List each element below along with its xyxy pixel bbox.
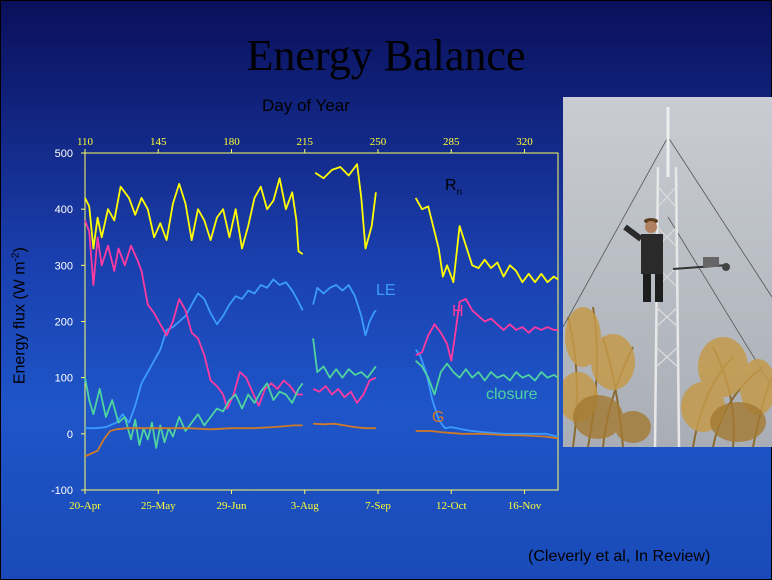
x-tick-label-bottom: 29-Jun (217, 500, 247, 512)
tower-photo (563, 97, 772, 447)
series-label-h: H (452, 303, 464, 320)
series-line-closure (415, 360, 559, 396)
series-label-subscript: n (457, 187, 463, 198)
series-line-closure (312, 338, 377, 379)
plot-frame (84, 152, 559, 491)
slide-title: Energy Balance (246, 31, 526, 80)
y-tick-label: 500 (55, 148, 73, 160)
x-tick-label-bottom: 7-Sep (365, 500, 391, 512)
series-label-closure: closure (486, 386, 538, 403)
y-tick-label: 400 (55, 204, 73, 216)
series-label-g: G (432, 409, 444, 426)
series-line-r (414, 197, 559, 284)
x-tick-label-bottom: 16-Nov (508, 500, 542, 512)
top-axis-label: Day of Year (262, 96, 350, 115)
series-label-le: LE (376, 282, 396, 299)
series-line-g (313, 422, 376, 430)
series-line-closure (84, 377, 304, 449)
x-tick-label-top: 110 (77, 136, 94, 148)
series-line-r (84, 177, 304, 255)
series-line-h (312, 376, 377, 404)
x-tick-label-top: 215 (297, 136, 314, 148)
series-line-le (312, 284, 377, 337)
y-tick-label: 100 (55, 373, 73, 385)
y-tick-label: 200 (55, 317, 73, 329)
series-line-le (85, 278, 304, 430)
series-line-h (415, 298, 558, 362)
x-tick-label-top: 250 (370, 136, 387, 148)
y-tick-label: -100 (51, 485, 73, 497)
series-label-r: Rn (445, 177, 462, 198)
y-tick-label: 0 (67, 429, 73, 441)
citation: (Cleverly et al, In Review) (528, 548, 711, 565)
x-tick-label-top: 180 (223, 136, 240, 148)
series-line-h (84, 220, 303, 410)
x-tick-label-top: 145 (150, 136, 167, 148)
x-tick-label-bottom: 3-Aug (291, 500, 320, 512)
series-line-g (415, 430, 559, 440)
x-tick-label-bottom: 25-May (141, 500, 176, 512)
x-tick-label-bottom: 20-Apr (69, 500, 101, 512)
series-line-g (84, 424, 303, 458)
x-tick-label-top: 285 (443, 136, 460, 148)
x-tick-label-top: 320 (516, 136, 533, 148)
y-tick-label: 300 (55, 260, 73, 272)
series-line-r (314, 163, 377, 250)
x-tick-label-bottom: 12-Oct (436, 500, 467, 512)
